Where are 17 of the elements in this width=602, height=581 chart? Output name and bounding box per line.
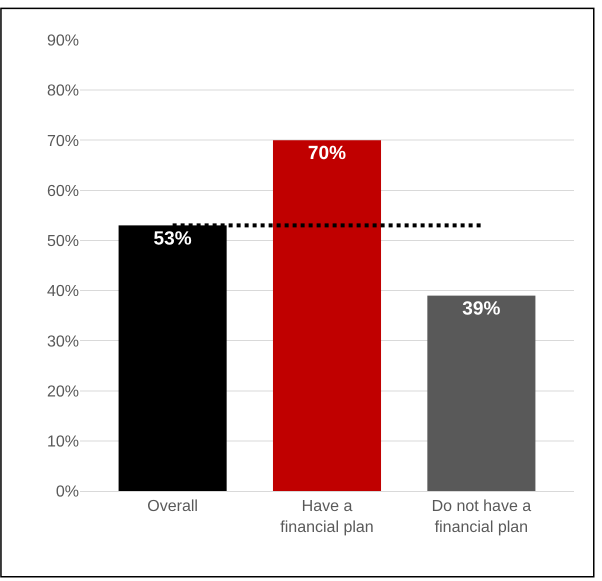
y-tick-label: 60% <box>46 182 79 200</box>
data-label: 70% <box>308 143 346 164</box>
y-tick-label: 70% <box>46 132 79 150</box>
y-tick-label: 90% <box>46 32 79 50</box>
bar <box>427 296 536 491</box>
data-label: 39% <box>462 298 500 320</box>
y-tick-label: 0% <box>56 484 79 501</box>
x-tick-label: Have a financial plan <box>280 498 374 536</box>
y-tick-label: 80% <box>46 82 79 100</box>
x-tick-label: Overall <box>147 498 198 516</box>
y-tick-label: 40% <box>46 283 79 300</box>
x-tick-label: Do not have a financial plan <box>432 498 532 536</box>
y-tick-label: 30% <box>46 333 79 350</box>
y-tick-label: 10% <box>46 433 79 450</box>
y-tick-label: 20% <box>46 383 79 400</box>
y-tick-label: 50% <box>46 233 79 250</box>
data-label: 53% <box>154 228 192 250</box>
